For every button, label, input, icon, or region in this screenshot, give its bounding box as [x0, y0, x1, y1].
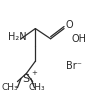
Text: OH: OH [71, 34, 86, 44]
Text: S: S [22, 74, 29, 84]
Text: CH₃: CH₃ [2, 83, 19, 92]
Text: CH₃: CH₃ [29, 83, 46, 92]
Text: O: O [66, 21, 74, 30]
Text: H₂N: H₂N [8, 32, 26, 42]
Text: Br⁻: Br⁻ [66, 61, 82, 71]
Text: +: + [31, 70, 37, 76]
